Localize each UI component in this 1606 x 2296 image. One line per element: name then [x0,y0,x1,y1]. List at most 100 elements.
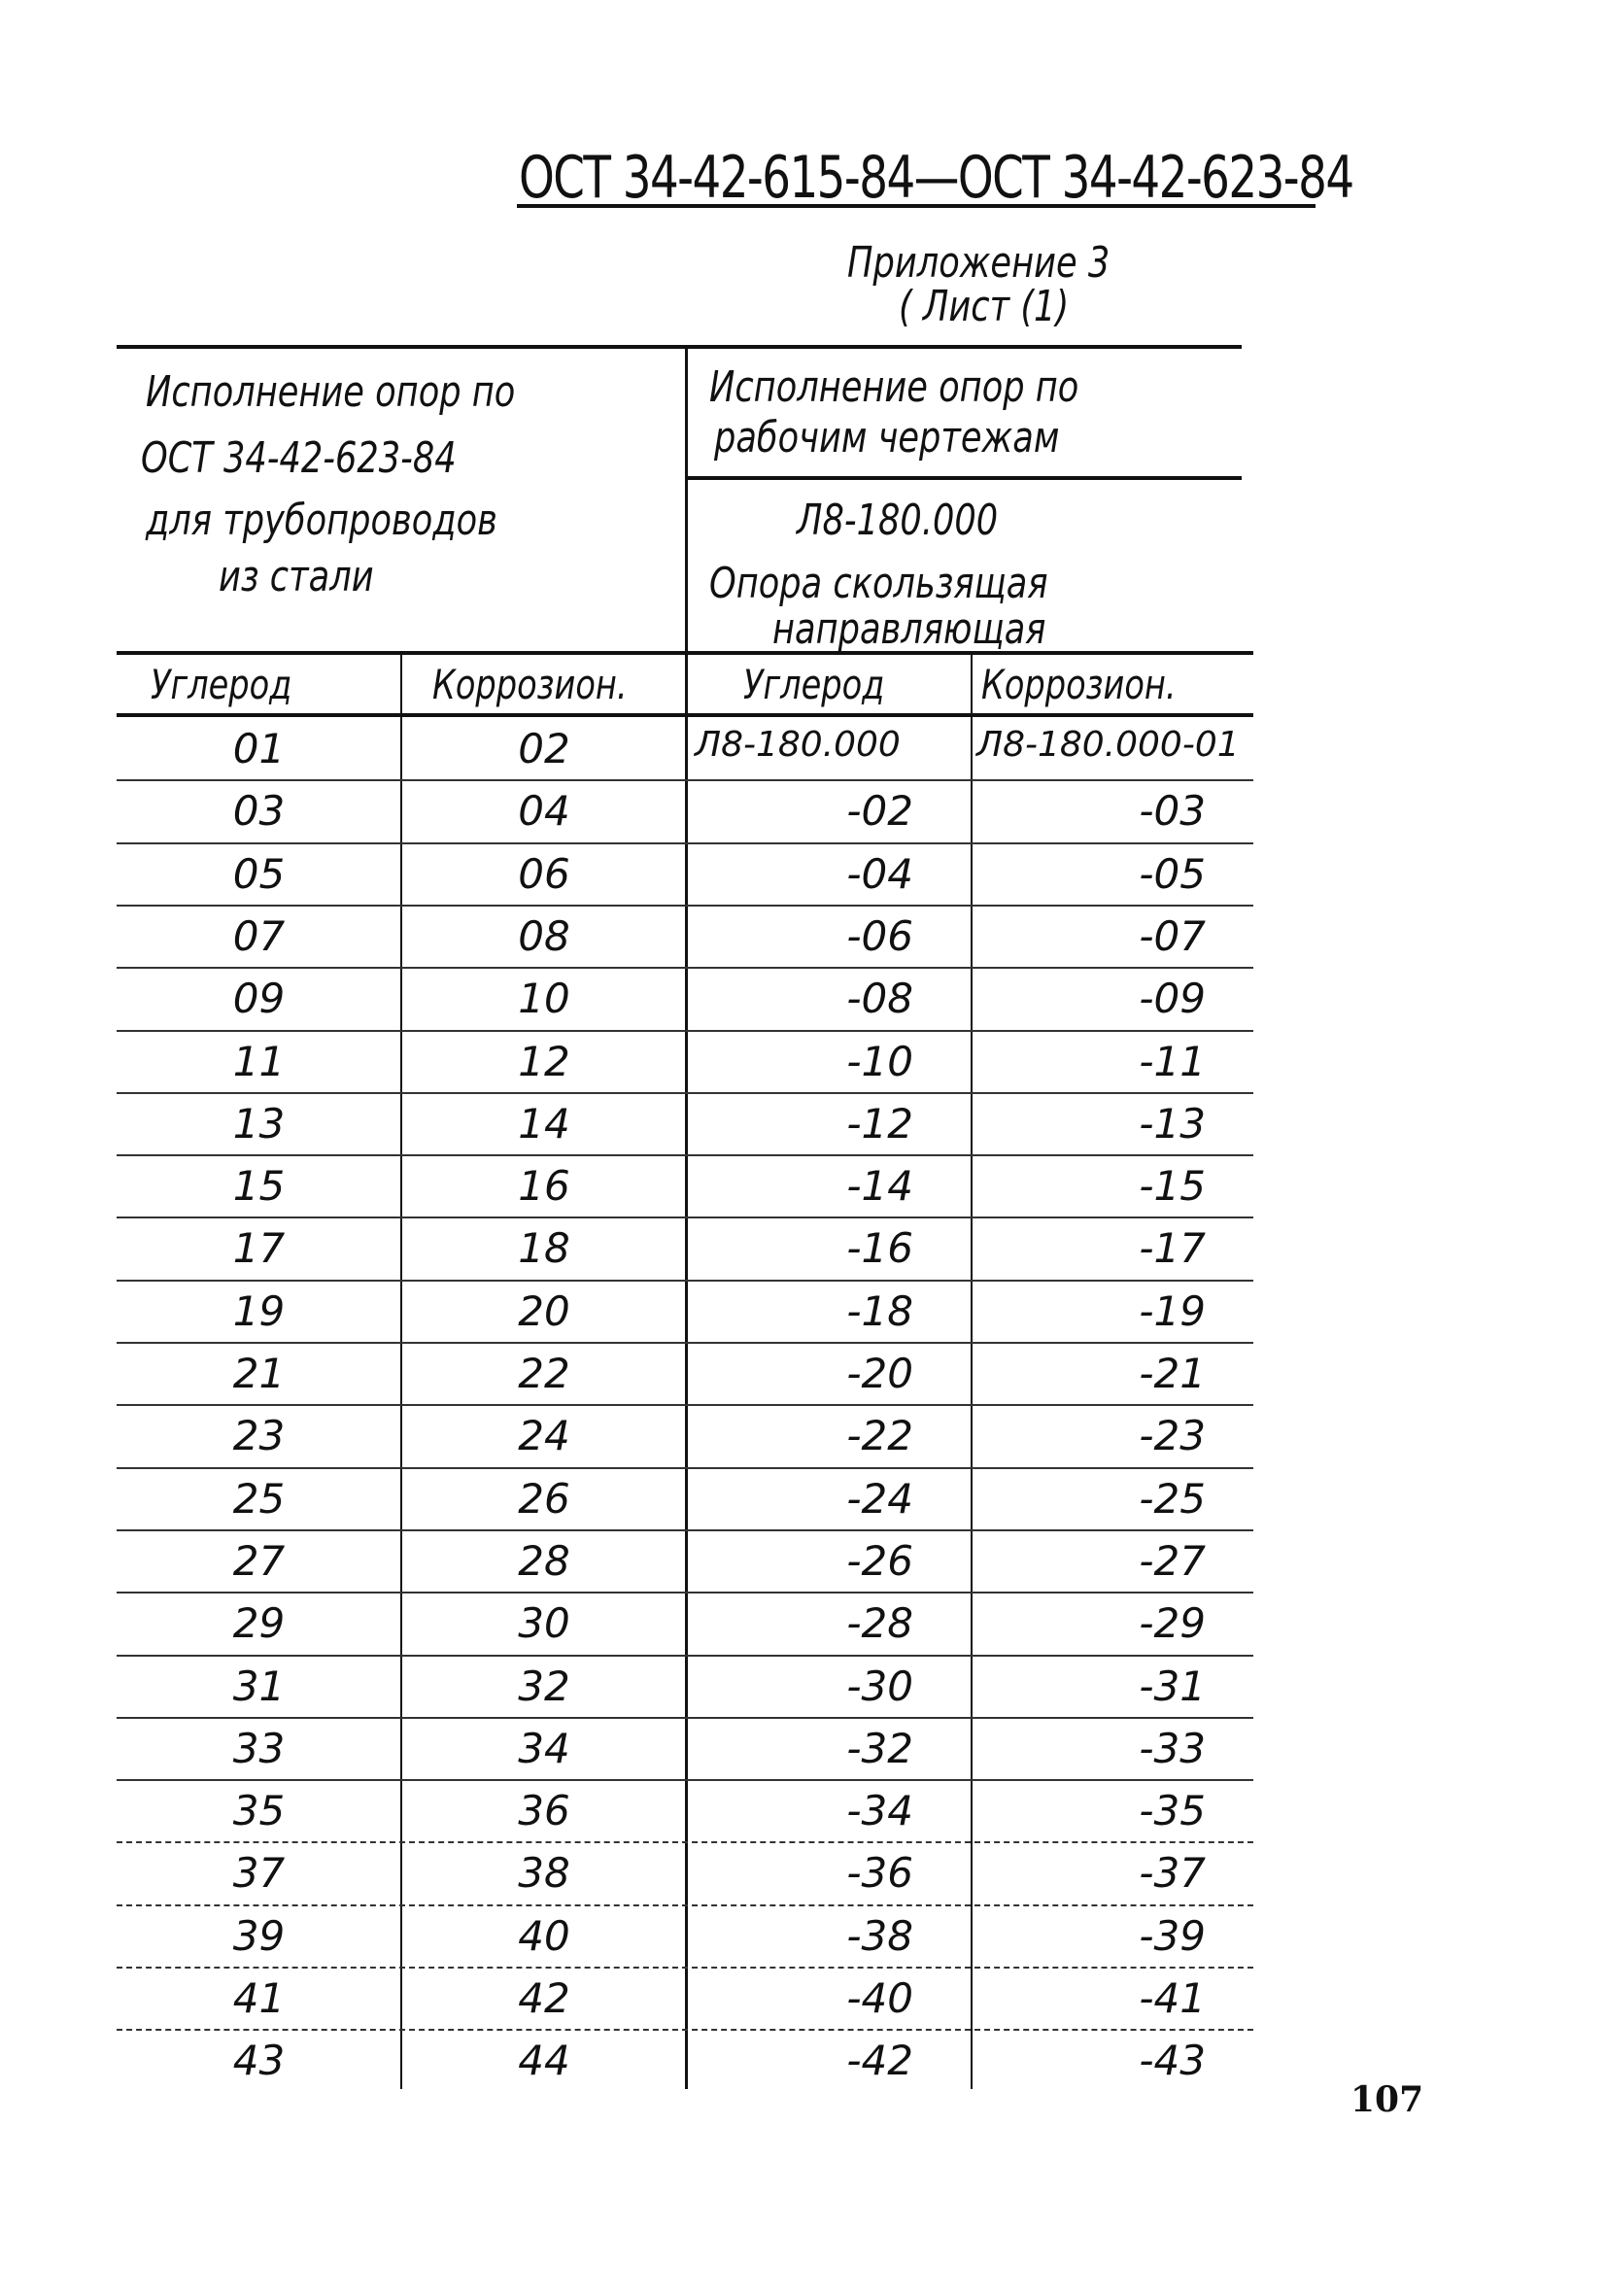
table-cell: -04 [846,849,913,898]
table-cell: -22 [846,1412,913,1460]
table-cell: 29 [232,1599,286,1648]
table-cell: -17 [1139,1224,1206,1273]
row-divider [117,967,1253,970]
col-divider-3 [971,655,973,2089]
table-cell: -08 [846,975,913,1023]
table-cell: -26 [846,1536,913,1585]
table-cell: -43 [1139,2037,1206,2085]
column-header: Коррозион. [432,661,628,708]
table-cell: 34 [518,1724,570,1772]
table-cell: -20 [846,1350,913,1397]
column-header: Углерод [151,661,292,708]
column-header: Углерод [743,661,885,708]
table-cell: -05 [1139,849,1206,898]
row-divider [117,1528,1253,1531]
row-divider [117,1029,1253,1032]
table-cell: 31 [232,1662,286,1710]
row-divider [117,1841,1253,1844]
right-header-top-line: рабочим чертежам [714,413,1060,463]
row-divider [117,1279,1253,1282]
table-cell: 06 [518,849,570,898]
table-cell: -03 [1139,787,1206,836]
row-divider [117,841,1253,844]
left-header-line: Исполнение опор по [146,367,516,417]
left-header-line: из стали [219,552,374,601]
row-divider [117,1342,1253,1344]
table-cell: -13 [1139,1099,1206,1148]
column-header: Коррозион. [981,661,1177,708]
table-cell: 27 [232,1536,286,1585]
table-cell: -12 [846,1099,913,1148]
table-cell: -35 [1139,1787,1206,1835]
table-cell: 38 [518,1849,570,1898]
table-cell: 14 [518,1099,570,1148]
table-cell: 41 [232,1974,286,2022]
table-cell: 05 [232,849,286,898]
table-cell: 07 [232,911,286,960]
table-cell: -21 [1139,1350,1206,1397]
row-divider [117,1404,1253,1407]
table-cell: -23 [1139,1412,1206,1460]
appendix-label: Приложение 3 [847,238,1111,288]
table-cell: 18 [518,1224,570,1273]
left-header-line: ОСТ 34-42-623-84 [141,433,457,483]
table-cell: 40 [518,1911,570,1960]
table-cell: 35 [232,1787,286,1835]
table-cell: -25 [1139,1474,1206,1523]
table-cell: -40 [846,1974,913,2022]
table-cell: 39 [232,1911,286,1960]
table-cell: -16 [846,1224,913,1273]
support-name: Опора скользящая [709,559,1048,608]
document-code: ОСТ 34-42-615-84—ОСТ 34-42-623-84 [519,144,1354,212]
table-cell: -39 [1139,1911,1206,1960]
table-cell: -38 [846,1911,913,1960]
column-header-rule [117,713,1253,717]
table-cell: 03 [232,787,286,836]
table-cell: 26 [518,1474,570,1523]
table-cell: 37 [232,1849,286,1898]
table-cell: 08 [518,911,570,960]
row-divider [117,1154,1253,1157]
right-header-divider [686,476,1242,480]
row-divider [117,1466,1253,1469]
row-divider [117,1217,1253,1219]
table-cell: 44 [518,2037,570,2085]
table-cell: 12 [518,1037,570,1085]
row-divider [117,1903,1253,1906]
table-cell: -14 [846,1162,913,1211]
table-cell: 02 [518,725,570,772]
left-header-line: для трубопроводов [146,496,497,545]
table-cell: -18 [846,1286,913,1335]
title-underline [517,204,1316,208]
table-cell: -28 [846,1599,913,1648]
table-cell: 36 [518,1787,570,1835]
col-divider-1 [400,655,402,2089]
table-cell: -36 [846,1849,913,1898]
table-cell: -33 [1139,1724,1206,1772]
table-cell: 28 [518,1536,570,1585]
table-cell: 13 [232,1099,286,1148]
right-header-top-line: Исполнение опор по [709,362,1079,412]
table-cell: -31 [1139,1662,1206,1710]
table-cell: 04 [518,787,570,836]
table-cell: -09 [1139,975,1206,1023]
table-cell: 24 [518,1412,570,1460]
row-divider [117,1779,1253,1782]
table-cell: 42 [518,1974,570,2022]
table-cell: 21 [232,1350,286,1397]
row-divider [117,1967,1253,1969]
table-cell: -19 [1139,1286,1206,1335]
row-divider [117,2029,1253,2032]
table-cell: 30 [518,1599,570,1648]
row-divider [117,1716,1253,1719]
table-cell: -10 [846,1037,913,1085]
table-cell: -07 [1139,911,1206,960]
table-cell: 23 [232,1412,286,1460]
table-cell: 16 [518,1162,570,1211]
table-cell: 19 [232,1286,286,1335]
drawing-code: Л8-180.000 [797,496,999,545]
table-cell: 33 [232,1724,286,1772]
table-cell: -27 [1139,1536,1206,1585]
table-cell: 10 [518,975,570,1023]
row-divider [117,1592,1253,1594]
